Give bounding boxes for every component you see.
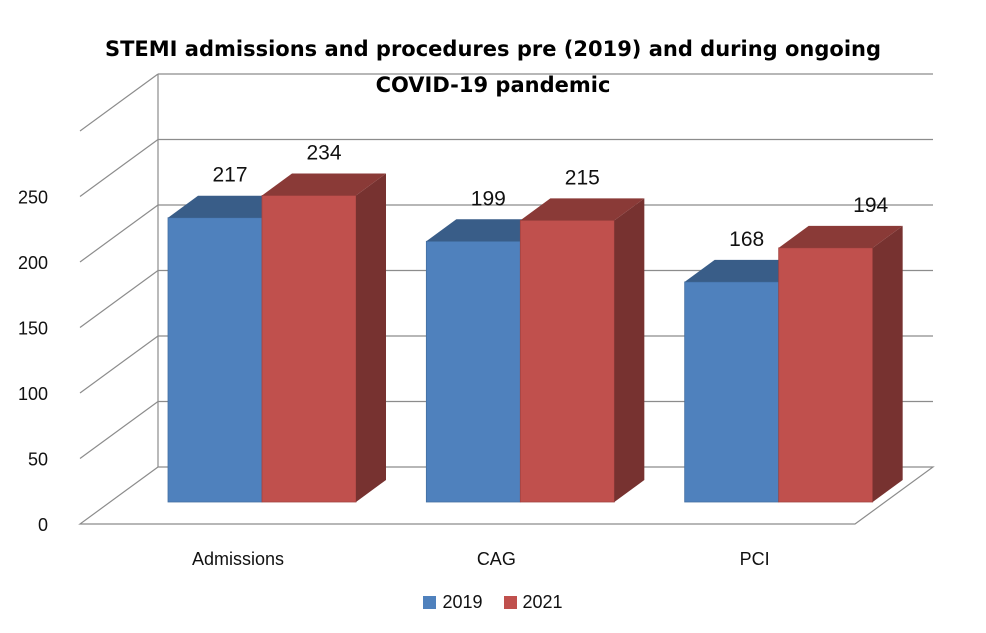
data-label-2019-cag: 199 bbox=[471, 187, 506, 210]
data-label-2021-pci: 194 bbox=[853, 194, 888, 217]
bar-2021-cag bbox=[519, 219, 615, 503]
chart-title-line-2: COVID-19 pandemic bbox=[375, 73, 611, 97]
bar-top-2019-admissions bbox=[168, 195, 292, 218]
legend-swatch-2019 bbox=[423, 596, 437, 609]
data-label-2019-pci: 168 bbox=[729, 228, 764, 251]
bar-top-2019-cag bbox=[426, 219, 551, 242]
legend: 2019 2021 bbox=[0, 592, 986, 614]
x-tick-label-admissions: Admissions bbox=[192, 549, 284, 569]
y-tick-label: 250 bbox=[18, 188, 48, 208]
legend-label-2019: 2019 bbox=[442, 592, 483, 612]
legend-item-2021: 2021 bbox=[503, 592, 563, 613]
gridline-side bbox=[79, 335, 159, 394]
x-axis-labels: Admissions CAG PCI bbox=[192, 549, 770, 569]
y-tick-label: 50 bbox=[28, 450, 48, 470]
y-tick-label: 200 bbox=[18, 253, 48, 273]
gridline-side bbox=[79, 204, 159, 263]
bar-top-2019-pci bbox=[684, 259, 809, 282]
legend-label-2021: 2021 bbox=[522, 592, 563, 612]
side-wall-top bbox=[79, 73, 159, 132]
data-label-2019-admissions: 217 bbox=[212, 164, 247, 187]
y-tick-label: 150 bbox=[18, 319, 48, 339]
x-tick-label-cag: CAG bbox=[477, 549, 516, 569]
y-tick-label: 100 bbox=[18, 384, 48, 404]
bar-top-2021-cag bbox=[520, 198, 645, 221]
y-tick-label: 0 bbox=[38, 515, 48, 535]
data-label-2021-admissions: 234 bbox=[306, 141, 341, 164]
bar-2021-admissions bbox=[261, 195, 357, 503]
legend-swatch-2021 bbox=[503, 596, 517, 609]
bars bbox=[167, 173, 903, 503]
bar-top-2021-pci bbox=[778, 225, 903, 248]
legend-item-2019: 2019 bbox=[423, 592, 482, 613]
gridline-side bbox=[79, 139, 159, 197]
bar-top-2021-admissions bbox=[262, 173, 386, 196]
bar-2021-pci bbox=[778, 247, 874, 503]
bar-2019-pci bbox=[684, 281, 780, 503]
chart-title-line-1: STEMI admissions and procedures pre (201… bbox=[104, 37, 882, 61]
bar-side-2021-cag bbox=[614, 198, 645, 502]
data-label-2021-cag: 215 bbox=[565, 166, 600, 189]
bar-side-2021-admissions bbox=[356, 173, 386, 502]
x-tick-label-pci: PCI bbox=[740, 549, 770, 569]
gridline-side bbox=[79, 401, 159, 459]
data-labels: 217 234 199 215 168 194 bbox=[212, 141, 888, 250]
gridline-side bbox=[79, 270, 159, 328]
bar-2019-cag bbox=[425, 240, 521, 503]
y-axis-ticks: 0 50 100 150 200 250 bbox=[18, 188, 48, 536]
bar-side-2021-pci bbox=[872, 225, 903, 503]
bar-2019-admissions bbox=[167, 217, 263, 503]
